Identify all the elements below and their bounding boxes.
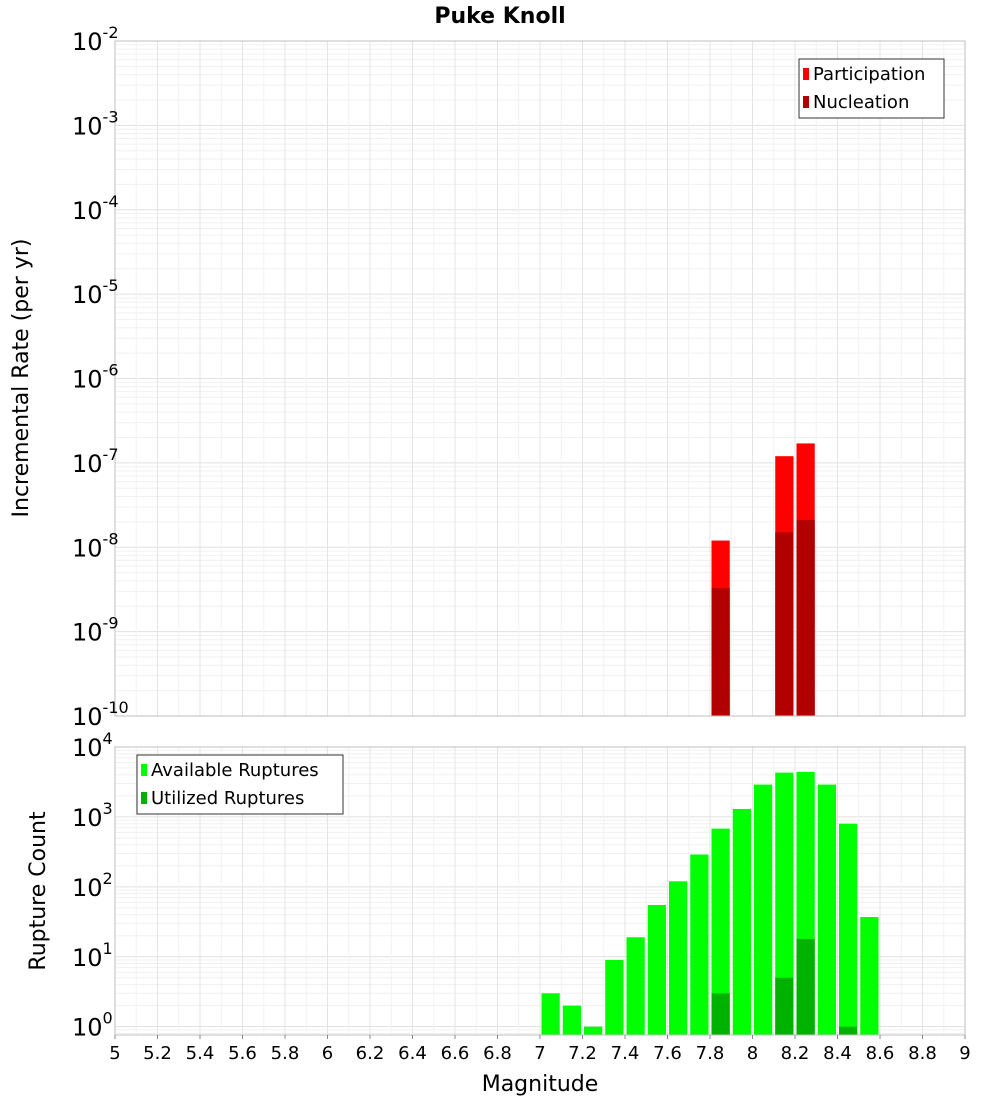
- bar-available-ruptures: [732, 808, 751, 1035]
- bar-available-ruptures: [669, 881, 688, 1035]
- y-tick-label: 10-2: [72, 23, 119, 56]
- x-tick-label: 6.2: [356, 1043, 385, 1064]
- x-tick-label: 7: [534, 1043, 545, 1064]
- x-tick-label: 5.2: [143, 1043, 172, 1064]
- bar-nucleation: [796, 520, 815, 716]
- legend: Available Ruptures Utilized Ruptures: [136, 754, 344, 815]
- bar-available-ruptures: [584, 1026, 603, 1035]
- y-tick-label: 10-10: [72, 698, 129, 731]
- bar-available-ruptures: [839, 823, 858, 1035]
- x-tick-label: 8.6: [866, 1043, 895, 1064]
- x-tick-label: 8.2: [781, 1043, 810, 1064]
- y-tick-label: 104: [72, 729, 113, 762]
- x-tick-label: 6.8: [483, 1043, 512, 1064]
- x-tick-label: 5.4: [186, 1043, 215, 1064]
- bar-available-ruptures: [860, 917, 879, 1035]
- x-axis-label: Magnitude: [482, 1072, 599, 1097]
- x-tick-label: 7.4: [611, 1043, 640, 1064]
- y-axis-label: Incremental Rate (per yr): [9, 239, 34, 518]
- bar-utilized-ruptures: [711, 993, 730, 1035]
- bar-available-ruptures: [754, 784, 773, 1035]
- plot-frame: [114, 40, 966, 717]
- x-tick-label: 6: [322, 1043, 333, 1064]
- x-tick-label: 8.4: [823, 1043, 852, 1064]
- bar-nucleation: [711, 587, 730, 716]
- y-tick-label: 10-3: [72, 107, 119, 140]
- y-tick-label: 102: [72, 869, 113, 902]
- bar-nucleation: [775, 532, 794, 716]
- bar-utilized-ruptures: [796, 938, 815, 1035]
- x-tick-label: 8.8: [908, 1043, 937, 1064]
- legend-swatch: [803, 96, 809, 108]
- x-tick-label: 7.8: [696, 1043, 725, 1064]
- legend-label: Participation: [813, 64, 925, 85]
- y-tick-label: 10-7: [72, 445, 119, 478]
- y-tick-label: 101: [72, 939, 113, 972]
- legend-label: Available Ruptures: [151, 760, 319, 781]
- y-tick-label: 10-8: [72, 529, 119, 562]
- y-tick-label: 100: [72, 1009, 113, 1042]
- x-tick-label: 6.4: [398, 1043, 427, 1064]
- y-tick-label: 10-6: [72, 361, 119, 394]
- bar-available-ruptures: [605, 959, 624, 1035]
- legend-box: [798, 58, 945, 119]
- bar-available-ruptures: [775, 772, 794, 1035]
- x-tick-label: 5.6: [228, 1043, 257, 1064]
- bar-utilized-ruptures: [839, 1026, 858, 1035]
- y-tick-label: 10-5: [72, 276, 119, 309]
- plot-panel-1: 10-2 10-3 10-4 10-5 10-6 10-7 10-8 10-9 10-10 Inc…: [9, 23, 966, 731]
- legend-swatch: [141, 764, 147, 776]
- bar-available-ruptures: [647, 904, 666, 1035]
- y-tick-label: 10-4: [72, 192, 119, 225]
- legend-swatch: [141, 792, 147, 804]
- bar-available-ruptures: [711, 828, 730, 1035]
- bar-available-ruptures: [562, 1005, 581, 1035]
- legend-label: Nucleation: [813, 92, 909, 113]
- y-tick-label: 103: [72, 799, 113, 832]
- legend: Participation Nucleation: [798, 58, 945, 119]
- legend-swatch: [803, 68, 809, 80]
- y-axis-label: Rupture Count: [26, 811, 51, 971]
- bar-available-ruptures: [626, 937, 645, 1035]
- x-tick-label: 8: [747, 1043, 758, 1064]
- x-tick-label: 7.6: [653, 1043, 682, 1064]
- bar-utilized-ruptures: [775, 977, 794, 1035]
- legend-box: [136, 754, 344, 815]
- x-tick-label: 9: [959, 1043, 970, 1064]
- x-tick-labels: 5 5.2 5.4 5.6 5.8 6 6.2 6.4 6.6 6.8 7 7.2 7.4 7.6 7.8 8…: [109, 1035, 971, 1064]
- bar-available-ruptures: [541, 993, 560, 1035]
- x-tick-label: 5.8: [271, 1043, 300, 1064]
- x-tick-label: 6.6: [441, 1043, 470, 1064]
- x-tick-label: 5: [109, 1043, 120, 1064]
- bar-available-ruptures: [690, 854, 709, 1035]
- plot-panel-2: 100 101 102 103 104 Rupture Count Available Ru…: [26, 729, 966, 1042]
- legend-label: Utilized Ruptures: [151, 788, 304, 809]
- x-tick-label: 7.2: [568, 1043, 597, 1064]
- chart-title: Puke Knoll: [434, 4, 565, 29]
- bar-available-ruptures: [817, 784, 836, 1035]
- y-tick-label: 10-9: [72, 614, 119, 647]
